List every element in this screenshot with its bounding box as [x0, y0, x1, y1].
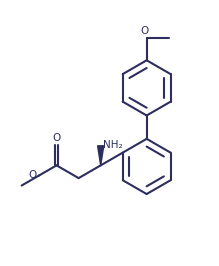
- Polygon shape: [99, 158, 102, 161]
- Polygon shape: [98, 150, 103, 153]
- Text: O: O: [29, 171, 37, 180]
- Polygon shape: [99, 154, 102, 157]
- Text: O: O: [52, 133, 61, 143]
- Polygon shape: [98, 146, 104, 149]
- Text: O: O: [140, 26, 149, 36]
- Text: NH₂: NH₂: [103, 140, 122, 150]
- Polygon shape: [100, 162, 101, 165]
